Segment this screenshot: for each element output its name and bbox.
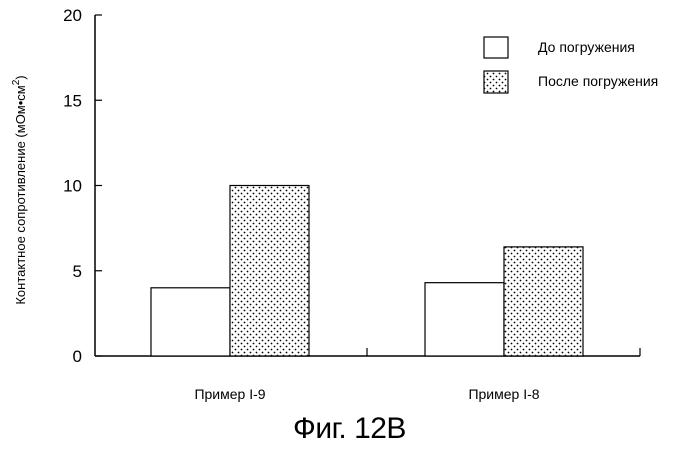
legend-swatch-before bbox=[484, 37, 508, 58]
category-label: Пример I-9 bbox=[194, 386, 265, 402]
figure-caption: Фиг. 12B bbox=[0, 412, 699, 446]
legend-label-before: До погружения bbox=[538, 39, 635, 55]
category-labels: Пример I-9 Пример I-8 bbox=[194, 386, 539, 402]
y-tick-label: 20 bbox=[63, 6, 82, 25]
y-axis-label-close: ) bbox=[13, 75, 28, 79]
legend-swatch-after bbox=[484, 71, 508, 93]
legend-item-before: До погружения bbox=[484, 37, 635, 58]
category-label: Пример I-8 bbox=[468, 386, 539, 402]
bar-after-1 bbox=[230, 186, 309, 357]
legend-item-after: После погружения bbox=[484, 71, 658, 93]
y-axis: 0 5 10 15 20 bbox=[63, 6, 102, 366]
legend-label-after: После погружения bbox=[538, 73, 658, 89]
y-tick-label: 0 bbox=[73, 347, 82, 366]
y-tick-label: 5 bbox=[73, 262, 82, 281]
y-axis-label: Контактное сопротивление (мОм•см2) bbox=[11, 75, 28, 304]
bar-after-2 bbox=[504, 247, 583, 356]
y-tick-label: 10 bbox=[63, 177, 82, 196]
bar-before-2 bbox=[425, 283, 504, 356]
y-axis-label-text: Контактное сопротивление (мОм•см bbox=[13, 85, 28, 304]
legend: До погружения После погружения bbox=[484, 37, 658, 93]
chart: 0 5 10 15 20 Пример I-9 Пример I-8 Контактное… bbox=[0, 0, 699, 410]
bar-before-1 bbox=[151, 288, 230, 356]
bars bbox=[151, 186, 583, 357]
y-tick-label: 15 bbox=[63, 91, 82, 110]
